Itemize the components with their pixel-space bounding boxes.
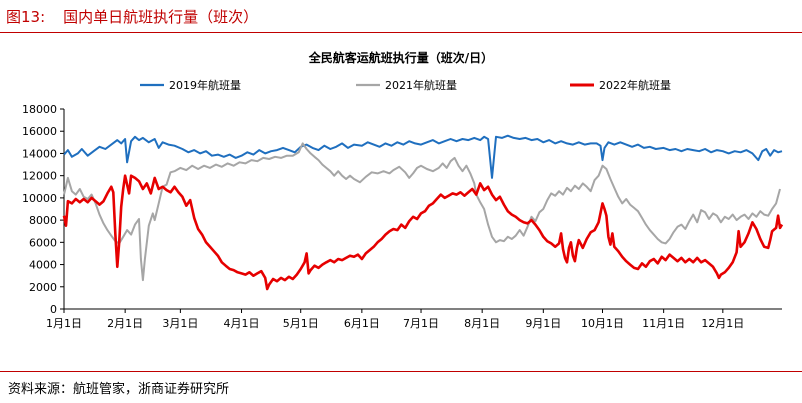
legend-item-2022: 2022年航班量 <box>570 78 671 92</box>
series-2022-line <box>62 174 784 291</box>
series-2021-line <box>63 142 781 282</box>
y-tick-label: 14000 <box>22 147 57 160</box>
y-tick-label: 18000 <box>22 103 57 116</box>
header-divider <box>0 32 802 33</box>
x-tick-label: 10月1日 <box>581 317 624 330</box>
y-tick-label: 8000 <box>29 214 57 227</box>
figure-title: 图13: 国内单日航班执行量（班次） <box>6 6 258 27</box>
y-tick-label: 4000 <box>29 259 57 272</box>
chart-title: 全民航客运航班执行量（班次/日） <box>308 50 493 65</box>
x-tick-label: 11月1日 <box>642 317 685 330</box>
chart-legend: 2019年航班量 2021年航班量 2022年航班量 <box>140 78 671 92</box>
x-tick-label: 4月1日 <box>224 317 260 330</box>
y-tick-label: 12000 <box>22 170 57 183</box>
y-tick-label: 0 <box>50 303 57 316</box>
x-tick-label: 1月1日 <box>46 317 82 330</box>
x-axis: 1月1日 2月1日 3月1日 4月1日 5月1日 6月1日 7月1日 8月1日 9月1日 10月1… <box>46 308 782 330</box>
y-tick-label: 2000 <box>29 281 57 294</box>
legend-label: 2021年航班量 <box>385 78 457 92</box>
x-tick-label: 3月1日 <box>162 317 198 330</box>
x-tick-label: 8月1日 <box>464 317 500 330</box>
series-layer <box>62 134 784 291</box>
x-tick-label: 5月1日 <box>283 317 319 330</box>
figure-title-text: 国内单日航班执行量（班次） <box>63 8 259 26</box>
y-tick-label: 10000 <box>22 192 57 205</box>
x-tick-label: 12月1日 <box>701 317 744 330</box>
series-2019-line <box>63 134 783 179</box>
source-note: 资料来源：航班管家，浙商证券研究所 <box>8 382 230 397</box>
x-tick-label: 9月1日 <box>525 317 561 330</box>
legend-item-2021: 2021年航班量 <box>356 78 457 92</box>
legend-label: 2022年航班量 <box>599 78 671 92</box>
y-tick-label: 6000 <box>29 236 57 249</box>
legend-label: 2019年航班量 <box>169 78 241 92</box>
legend-item-2019: 2019年航班量 <box>140 78 241 92</box>
chart-container: 全民航客运航班执行量（班次/日） 2019年航班量 2021年航班量 2022年航班… <box>0 40 802 362</box>
x-tick-label: 6月1日 <box>344 317 380 330</box>
figure-header: 图13: 国内单日航班执行量（班次） <box>0 0 802 34</box>
y-axis: 0 2000 4000 6000 8000 10000 12000 14000 16000 180… <box>22 103 65 316</box>
x-tick-label: 2月1日 <box>107 317 143 330</box>
x-tick-label: 7月1日 <box>403 317 439 330</box>
y-tick-label: 16000 <box>22 125 57 138</box>
figure-number: 图13: <box>6 8 46 26</box>
line-chart: 全民航客运航班执行量（班次/日） 2019年航班量 2021年航班量 2022年航班… <box>22 50 784 330</box>
footer-divider <box>0 371 802 372</box>
